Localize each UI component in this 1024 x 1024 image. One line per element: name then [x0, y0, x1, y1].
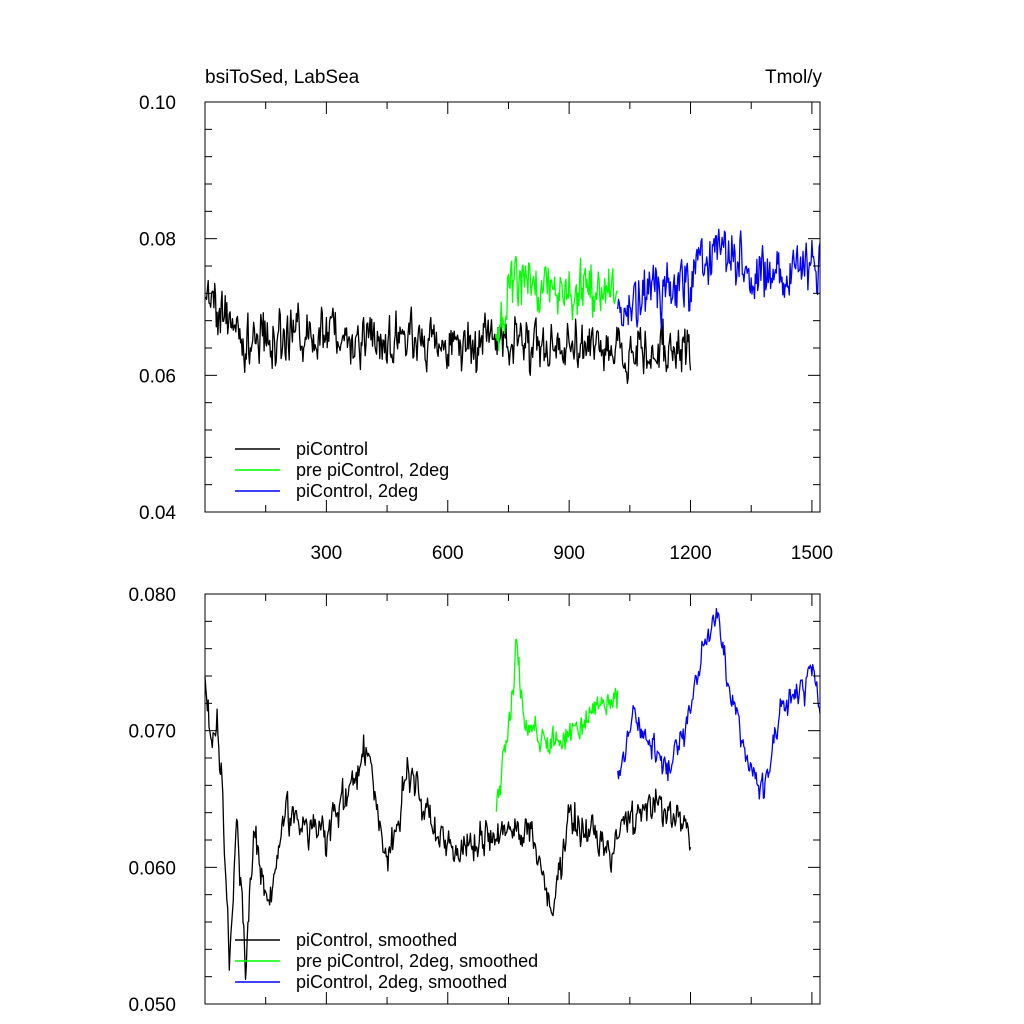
x-tick-label: 900 [553, 543, 585, 564]
series-line-3 [617, 607, 821, 800]
y-tick-label: 0.06 [139, 366, 176, 387]
bottom-panel-frame [204, 593, 821, 1005]
bottom-panel-ticks [205, 593, 820, 1005]
x-tick-label: 1500 [791, 543, 833, 564]
x-tick-label: 600 [432, 543, 464, 564]
bottom-panel-lines [204, 607, 821, 980]
top-panel-title-left: bsiToSed, LabSea [205, 67, 360, 88]
y-tick-label: 0.04 [139, 503, 176, 524]
top-panel: bsiToSed, LabSea Tmol/y 0.04 0.06 0.08 0.10… [139, 67, 833, 564]
series-line-2 [495, 638, 619, 812]
y-tick-label: 0.08 [139, 230, 176, 251]
series-line-1 [204, 677, 692, 980]
y-tick-label: 0.050 [128, 995, 176, 1016]
top-panel-frame [204, 101, 821, 513]
series-line-3 [617, 228, 821, 330]
legend-label: piControl, 2deg [296, 481, 418, 501]
top-panel-ticks [205, 101, 820, 513]
legend-label: piControl, smoothed [296, 930, 457, 950]
bottom-panel: 0.050 0.060 0.070 0.080 piControl, smoothed… [128, 585, 821, 1016]
top-panel-title-right: Tmol/y [765, 67, 823, 88]
legend-label: pre piControl, 2deg [296, 460, 449, 480]
top-panel-lines [204, 228, 821, 385]
x-tick-label: 1200 [669, 543, 711, 564]
y-tick-label: 0.080 [128, 585, 176, 606]
legend-label: pre piControl, 2deg, smoothed [296, 951, 538, 971]
y-tick-label: 0.10 [139, 93, 176, 114]
series-line-1 [204, 279, 692, 385]
y-tick-label: 0.060 [128, 858, 176, 879]
x-tick-label: 300 [311, 543, 343, 564]
bottom-panel-tick-labels: 0.050 0.060 0.070 0.080 [128, 585, 176, 1016]
legend-label: piControl [296, 439, 368, 459]
top-panel-tick-labels: 0.04 0.06 0.08 0.10 300 600 900 1200 1500 [139, 93, 833, 564]
y-tick-label: 0.070 [128, 722, 176, 743]
legend-label: piControl, 2deg, smoothed [296, 972, 507, 992]
series-line-2 [495, 255, 619, 351]
